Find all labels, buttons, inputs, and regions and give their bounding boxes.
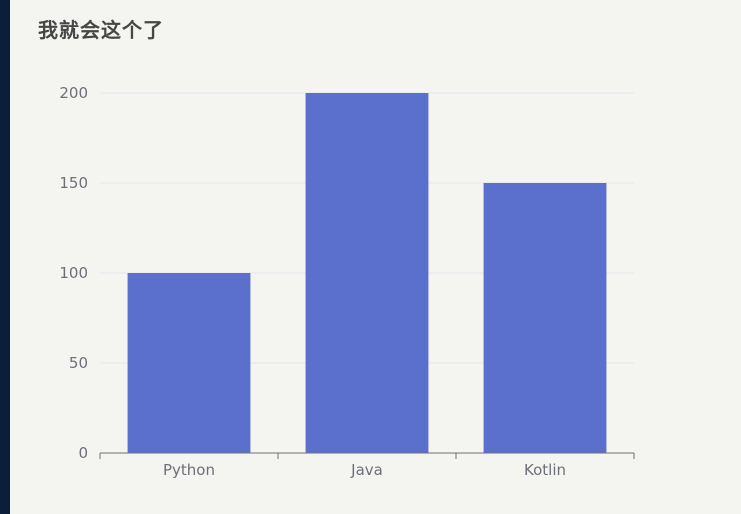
x-tick-label: Kotlin [524, 461, 566, 479]
y-tick-label: 50 [69, 354, 88, 372]
bar-python[interactable] [127, 273, 251, 453]
y-tick-label: 200 [59, 84, 88, 102]
bar-chart: 0 50 100 150 200 Python Java Kotlin [59, 84, 635, 479]
tick-labels: 0 50 100 150 200 Python Java Kotlin [59, 84, 566, 479]
chart-title: 我就会这个了 [38, 18, 164, 42]
bars [127, 93, 607, 453]
y-tick-label: 100 [59, 264, 88, 282]
bar-java[interactable] [305, 93, 429, 453]
x-tick-label: Java [350, 461, 383, 479]
y-tick-label: 0 [78, 444, 88, 462]
axes [99, 452, 635, 459]
y-tick-label: 150 [59, 174, 88, 192]
chart-panel: 我就会这个了 0 50 100 150 200 Python Java Kotlin [10, 0, 741, 514]
bar-kotlin[interactable] [483, 183, 607, 453]
x-tick-label: Python [163, 461, 215, 479]
